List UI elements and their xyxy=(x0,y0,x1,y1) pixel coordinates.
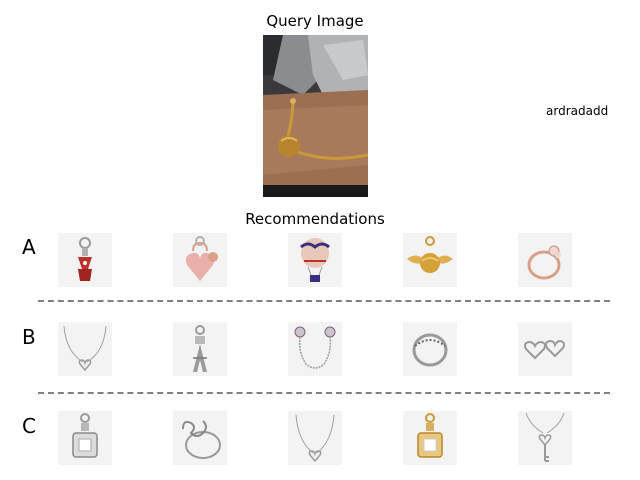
key-pendant-necklace-thumbnail[interactable] xyxy=(518,411,572,465)
bracelet-on-wrist-photo xyxy=(263,35,368,197)
gold-square-halo-charm-thumbnail[interactable] xyxy=(403,411,457,465)
red-bow-dangle-charm-thumbnail[interactable] xyxy=(58,233,112,287)
hot-air-balloon-charm-thumbnail[interactable] xyxy=(288,233,342,287)
silver-band-ring-thumbnail[interactable] xyxy=(403,322,457,376)
hot-air-balloon-charm-icon xyxy=(300,238,330,282)
row-label-c: C xyxy=(22,414,36,438)
safety-chain-charm-icon xyxy=(294,326,336,369)
infinity-heart-ring-thumbnail[interactable] xyxy=(173,411,227,465)
heart-stud-earrings-thumbnail[interactable] xyxy=(518,322,572,376)
square-halo-dangle-charm-thumbnail[interactable] xyxy=(58,411,112,465)
query-note: ardradadd xyxy=(546,104,609,118)
infinity-heart-ring-icon xyxy=(182,420,221,459)
pink-heart-padlock-charm-icon xyxy=(185,236,218,281)
row-label-b: B xyxy=(22,325,36,349)
row-divider xyxy=(38,300,610,302)
rose-gold-ring-thumbnail[interactable] xyxy=(518,233,572,287)
query-image xyxy=(263,35,368,197)
heart-necklace-icon xyxy=(295,414,335,463)
row-divider xyxy=(38,392,610,394)
key-pendant-necklace-icon xyxy=(525,412,565,462)
gold-square-halo-charm-icon xyxy=(417,413,443,458)
heart-pendant-necklace-thumbnail[interactable] xyxy=(58,322,112,376)
rose-gold-ring-icon xyxy=(527,245,561,280)
red-bow-dangle-charm-icon xyxy=(78,237,92,281)
golden-snitch-charm-thumbnail[interactable] xyxy=(403,233,457,287)
heart-necklace-thumbnail[interactable] xyxy=(288,411,342,465)
pink-heart-padlock-charm-thumbnail[interactable] xyxy=(173,233,227,287)
silver-band-ring-icon xyxy=(412,333,448,367)
heart-pendant-necklace-icon xyxy=(63,325,107,372)
golden-snitch-charm-icon xyxy=(407,236,453,273)
recommendations-title: Recommendations xyxy=(245,210,385,228)
row-label-a: A xyxy=(22,235,36,259)
eiffel-tower-charm-icon xyxy=(193,325,207,372)
safety-chain-charm-thumbnail[interactable] xyxy=(288,322,342,376)
eiffel-tower-charm-thumbnail[interactable] xyxy=(173,322,227,376)
query-image-title: Query Image xyxy=(266,12,364,30)
heart-stud-earrings-icon xyxy=(524,339,565,360)
square-halo-dangle-charm-icon xyxy=(72,413,98,458)
